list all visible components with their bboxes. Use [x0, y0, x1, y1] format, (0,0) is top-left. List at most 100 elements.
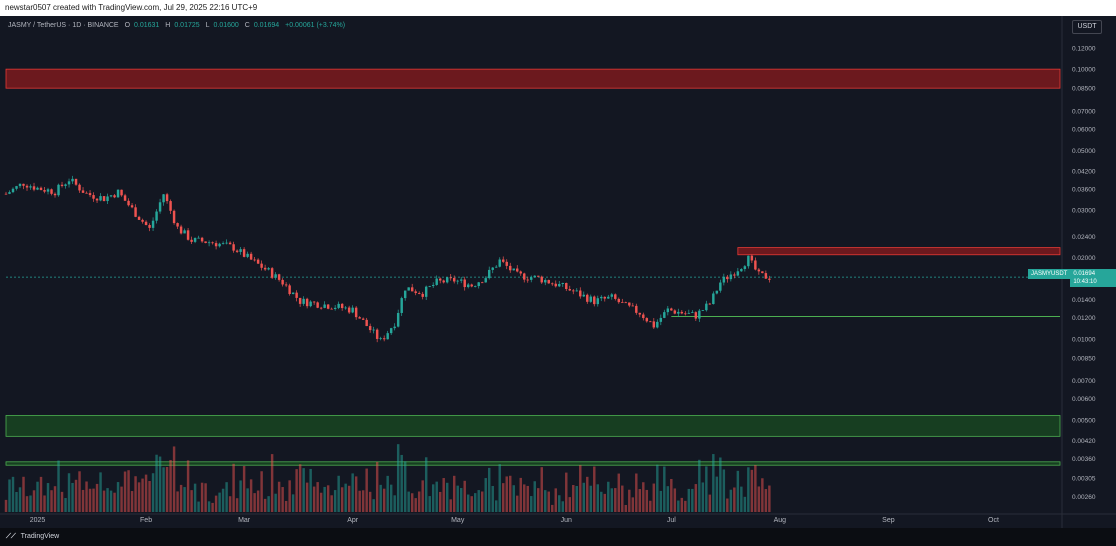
candle-2025-05-24[interactable]: [537, 275, 540, 277]
tradingview-logo-icon[interactable]: ⟋⟋: [6, 533, 16, 540]
candle-2025-03-28[interactable]: [337, 303, 340, 308]
candle-2025-02-04[interactable]: [155, 211, 158, 221]
candle-2025-05-05[interactable]: [470, 284, 473, 287]
candle-2025-02-27[interactable]: [235, 250, 239, 252]
candle-2025-07-15[interactable]: [719, 282, 722, 291]
candle-2025-03-25[interactable]: [326, 304, 330, 309]
candle-2025-05-07[interactable]: [477, 282, 480, 287]
candle-2025-07-25[interactable]: [754, 260, 757, 270]
candle-2025-01-25[interactable]: [120, 189, 123, 196]
candle-2025-06-25[interactable]: [649, 321, 652, 323]
candle-2025-07-03[interactable]: [677, 311, 680, 314]
candle-2025-02-08[interactable]: [169, 201, 172, 211]
candle-2025-07-23[interactable]: [747, 255, 750, 267]
candle-2025-04-14[interactable]: [396, 312, 400, 327]
candle-2025-01-05[interactable]: [50, 189, 53, 194]
candle-2025-06-11[interactable]: [600, 296, 603, 299]
candle-2025-04-03[interactable]: [358, 317, 361, 319]
candle-2025-02-06[interactable]: [162, 194, 165, 203]
candle-2025-06-30[interactable]: [666, 308, 670, 313]
candle-2025-01-29[interactable]: [134, 207, 137, 217]
candle-2025-05-25[interactable]: [540, 276, 543, 283]
candle-2025-01-03[interactable]: [43, 190, 46, 192]
candle-2025-04-22[interactable]: [424, 286, 428, 297]
candle-2024-12-26[interactable]: [15, 186, 18, 189]
candle-2024-12-30[interactable]: [29, 186, 32, 188]
candle-2025-03-24[interactable]: [323, 304, 326, 308]
candle-2025-01-02[interactable]: [39, 187, 43, 191]
candle-2025-07-26[interactable]: [757, 269, 761, 272]
candle-2025-01-07[interactable]: [57, 184, 60, 196]
candle-2025-04-01[interactable]: [351, 307, 354, 313]
candle-2025-05-10[interactable]: [488, 269, 491, 279]
candle-2025-01-21[interactable]: [106, 196, 109, 202]
candle-2025-05-21[interactable]: [526, 279, 529, 281]
candle-2025-02-07[interactable]: [165, 194, 169, 202]
candle-2024-12-31[interactable]: [32, 186, 36, 190]
candle-2025-02-21[interactable]: [214, 243, 218, 247]
candle-2025-04-16[interactable]: [403, 290, 407, 299]
footer-brand[interactable]: TradingView: [20, 533, 60, 540]
candle-2025-06-03[interactable]: [572, 290, 575, 292]
candle-2025-07-14[interactable]: [715, 290, 719, 294]
candle-2025-06-07[interactable]: [586, 294, 589, 302]
candle-2025-02-02[interactable]: [148, 225, 151, 228]
candle-2025-03-20[interactable]: [309, 301, 312, 307]
candle-2025-04-24[interactable]: [431, 284, 435, 286]
candle-2025-01-10[interactable]: [67, 181, 71, 185]
candle-2025-04-21[interactable]: [421, 293, 424, 297]
candle-2025-03-11[interactable]: [277, 274, 281, 280]
candle-2025-07-11[interactable]: [705, 303, 708, 311]
candle-2025-03-03[interactable]: [249, 253, 253, 260]
candle-2025-06-13[interactable]: [607, 296, 610, 299]
candle-2025-05-14[interactable]: [502, 259, 505, 262]
candle-2025-05-15[interactable]: [505, 261, 508, 266]
candle-2025-01-11[interactable]: [71, 178, 74, 182]
candle-2025-02-01[interactable]: [144, 221, 148, 226]
candle-2025-07-04[interactable]: [680, 311, 684, 314]
candle-2025-01-22[interactable]: [109, 195, 113, 197]
candle-2025-02-05[interactable]: [158, 202, 162, 212]
candle-2025-05-22[interactable]: [530, 277, 533, 280]
candle-2025-04-12[interactable]: [389, 328, 393, 334]
candle-2025-03-02[interactable]: [246, 253, 249, 257]
candle-2025-02-28[interactable]: [239, 249, 242, 252]
candle-2025-02-19[interactable]: [207, 242, 211, 244]
candle-2025-05-12[interactable]: [495, 266, 498, 268]
candle-2025-02-09[interactable]: [172, 210, 176, 224]
candle-2025-03-29[interactable]: [340, 303, 344, 309]
candle-2024-12-25[interactable]: [11, 188, 15, 193]
candle-2025-06-18[interactable]: [624, 302, 628, 304]
candle-2025-05-28[interactable]: [551, 283, 554, 285]
candle-2025-01-27[interactable]: [127, 200, 130, 206]
candle-2025-03-30[interactable]: [344, 307, 347, 309]
candle-2025-01-04[interactable]: [46, 189, 50, 192]
candle-2025-01-19[interactable]: [99, 196, 102, 201]
candle-2025-02-03[interactable]: [151, 220, 155, 228]
candle-2025-06-01[interactable]: [565, 282, 568, 289]
candle-2024-12-29[interactable]: [25, 185, 29, 188]
candle-2025-07-12[interactable]: [708, 303, 712, 305]
candle-2025-01-30[interactable]: [137, 216, 141, 220]
candle-2025-01-23[interactable]: [113, 195, 116, 198]
candle-2025-03-01[interactable]: [242, 249, 246, 257]
candle-2025-07-21[interactable]: [740, 268, 743, 272]
symbol-title[interactable]: JASMY / TetherUS · 1D · BINANCE: [8, 22, 119, 29]
candle-2025-07-10[interactable]: [701, 310, 705, 312]
candle-2025-01-13[interactable]: [78, 184, 81, 191]
candle-2025-04-18[interactable]: [410, 287, 414, 292]
candle-2025-03-07[interactable]: [263, 267, 267, 270]
candlestick-chart[interactable]: 0.12000 0.10000 0.08500 0.07000 0.06000 0.050…: [0, 16, 1116, 528]
candle-2025-04-07[interactable]: [372, 329, 375, 331]
candle-2025-06-24[interactable]: [645, 318, 649, 322]
candle-2025-03-18[interactable]: [302, 298, 305, 304]
candle-2025-07-19[interactable]: [733, 274, 736, 276]
candle-2025-02-14[interactable]: [190, 239, 193, 242]
candle-2024-12-23[interactable]: [4, 193, 8, 195]
candle-2025-06-04[interactable]: [575, 290, 578, 292]
candle-2025-06-28[interactable]: [659, 317, 663, 322]
candle-2025-02-23[interactable]: [221, 243, 225, 244]
candle-2025-05-18[interactable]: [516, 268, 519, 272]
candle-2025-01-17[interactable]: [92, 195, 95, 199]
candle-2025-01-06[interactable]: [53, 193, 57, 196]
